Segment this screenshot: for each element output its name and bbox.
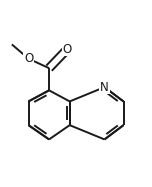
Text: O: O	[24, 52, 33, 65]
Text: O: O	[63, 43, 72, 56]
Text: N: N	[100, 81, 109, 94]
